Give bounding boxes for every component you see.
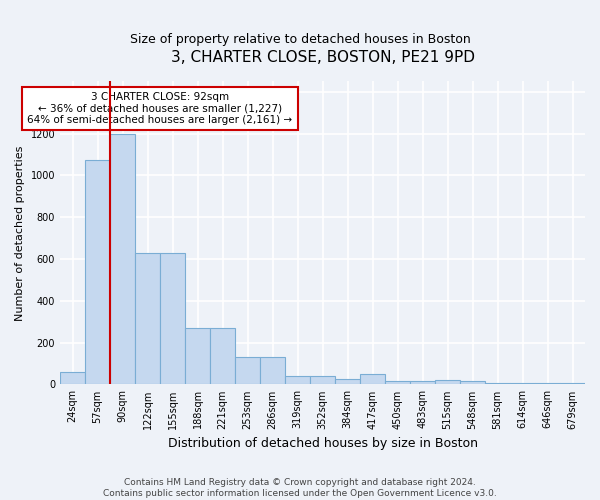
- Y-axis label: Number of detached properties: Number of detached properties: [15, 145, 25, 320]
- Text: Size of property relative to detached houses in Boston: Size of property relative to detached ho…: [130, 32, 470, 46]
- Bar: [210, 328, 235, 384]
- Bar: [60, 372, 85, 384]
- Bar: [360, 374, 385, 384]
- Text: Contains HM Land Registry data © Crown copyright and database right 2024.
Contai: Contains HM Land Registry data © Crown c…: [103, 478, 497, 498]
- Bar: [85, 160, 110, 384]
- X-axis label: Distribution of detached houses by size in Boston: Distribution of detached houses by size …: [167, 437, 478, 450]
- Bar: [235, 358, 260, 384]
- Bar: [310, 376, 335, 384]
- Title: 3, CHARTER CLOSE, BOSTON, PE21 9PD: 3, CHARTER CLOSE, BOSTON, PE21 9PD: [170, 50, 475, 65]
- Text: 3 CHARTER CLOSE: 92sqm
← 36% of detached houses are smaller (1,227)
64% of semi-: 3 CHARTER CLOSE: 92sqm ← 36% of detached…: [28, 92, 293, 125]
- Bar: [285, 376, 310, 384]
- Bar: [185, 328, 210, 384]
- Bar: [160, 253, 185, 384]
- Bar: [135, 253, 160, 384]
- Bar: [335, 379, 360, 384]
- Bar: [410, 382, 435, 384]
- Bar: [435, 380, 460, 384]
- Bar: [260, 358, 285, 384]
- Bar: [110, 134, 135, 384]
- Bar: [385, 382, 410, 384]
- Bar: [460, 382, 485, 384]
